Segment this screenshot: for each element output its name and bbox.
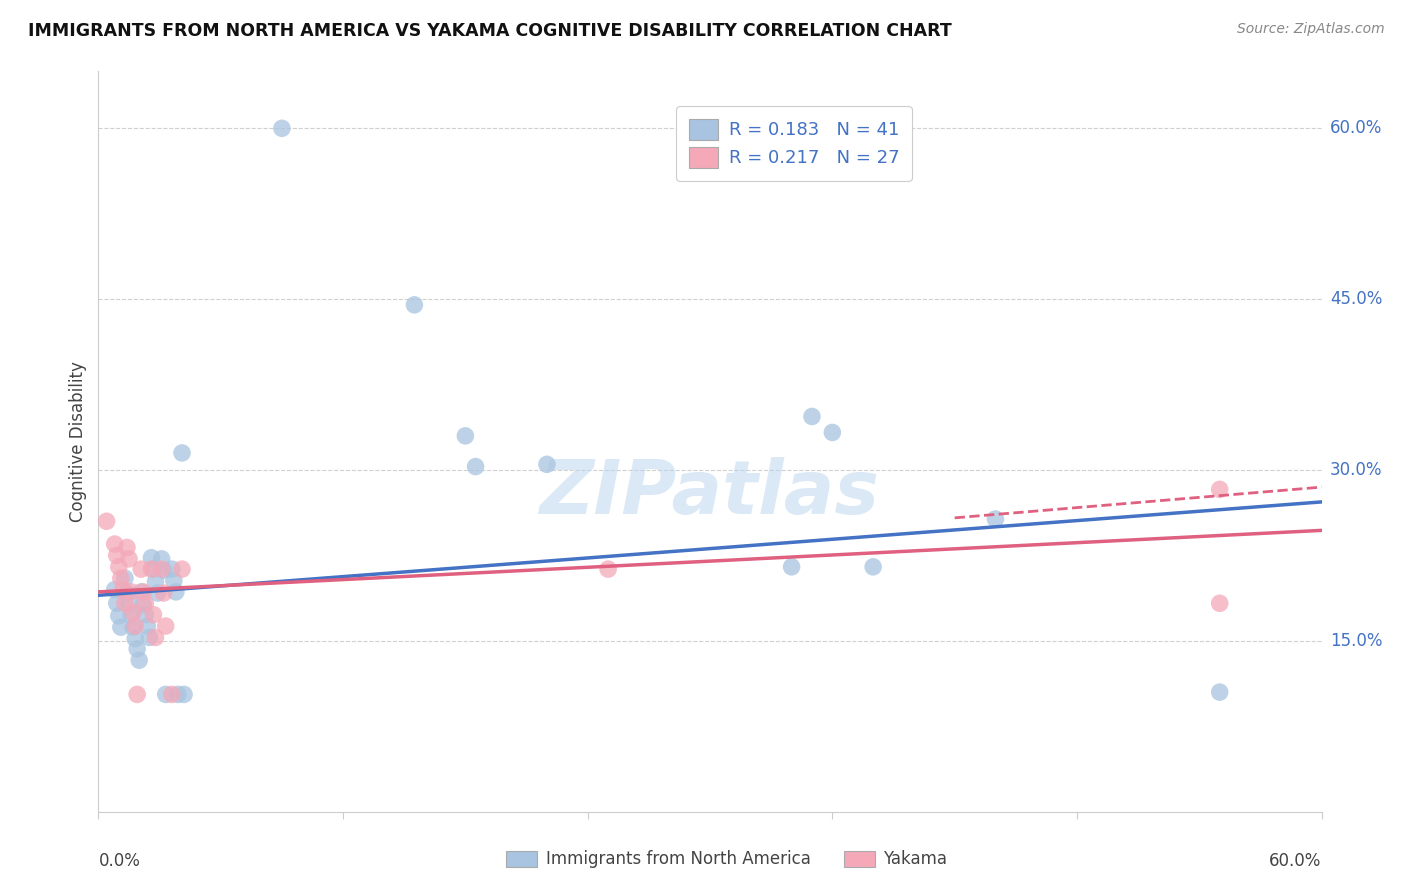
Point (129, 585, 152, 599)
Point (167, 687, 190, 701)
Point (118, 552, 141, 566)
Point (118, 596, 141, 610)
Point (114, 571, 136, 585)
Text: 60.0%: 60.0% (1270, 853, 1322, 871)
Point (96, 514, 118, 528)
Point (801, 409, 824, 424)
Point (127, 687, 149, 701)
Point (404, 298, 426, 312)
Point (108, 608, 131, 623)
Point (536, 458, 558, 472)
Text: 15.0%: 15.0% (1330, 632, 1382, 650)
Point (821, 425, 844, 440)
Point (145, 574, 167, 589)
Point (270, 121, 294, 136)
Point (115, 541, 138, 555)
Point (127, 641, 149, 656)
Point (120, 585, 142, 599)
Point (105, 549, 128, 563)
Point (170, 446, 193, 460)
Y-axis label: Cognitive Disability: Cognitive Disability (69, 361, 87, 522)
Point (155, 619, 177, 633)
Text: Immigrants from North America: Immigrants from North America (546, 850, 810, 868)
Text: 0.0%: 0.0% (98, 853, 141, 871)
Point (138, 631, 160, 645)
Point (780, 559, 803, 574)
Point (152, 563, 174, 577)
Point (129, 562, 152, 576)
Point (160, 562, 183, 576)
Point (122, 606, 145, 620)
Point (110, 620, 132, 634)
Point (454, 429, 477, 443)
Point (155, 687, 177, 701)
Point (110, 571, 132, 585)
Text: 30.0%: 30.0% (1330, 461, 1382, 479)
Point (163, 574, 186, 588)
Point (120, 607, 142, 622)
Point (142, 562, 165, 576)
Point (128, 653, 150, 667)
Point (145, 631, 167, 645)
Point (134, 607, 156, 622)
Point (134, 596, 156, 610)
Point (598, 562, 620, 576)
Point (141, 562, 163, 576)
Point (136, 619, 159, 633)
Point (104, 582, 127, 597)
Point (165, 585, 187, 599)
Text: IMMIGRANTS FROM NORTH AMERICA VS YAKAMA COGNITIVE DISABILITY CORRELATION CHART: IMMIGRANTS FROM NORTH AMERICA VS YAKAMA … (28, 22, 952, 40)
Point (152, 586, 174, 600)
Point (146, 586, 169, 600)
Point (105, 596, 128, 610)
Text: Yakama: Yakama (883, 850, 948, 868)
Point (150, 562, 173, 576)
Point (150, 552, 173, 566)
Point (1209, 685, 1232, 699)
Point (1209, 483, 1232, 497)
Text: Source: ZipAtlas.com: Source: ZipAtlas.com (1237, 22, 1385, 37)
Text: ZIPatlas: ZIPatlas (540, 457, 880, 530)
Point (124, 619, 146, 633)
Point (108, 559, 131, 574)
Point (114, 596, 136, 610)
Point (132, 585, 155, 599)
Point (115, 586, 138, 600)
Point (170, 562, 193, 576)
Point (122, 620, 145, 634)
Legend: R = 0.183   N = 41, R = 0.217   N = 27: R = 0.183 N = 41, R = 0.217 N = 27 (676, 106, 912, 180)
Point (124, 632, 146, 646)
Point (173, 687, 195, 701)
Point (104, 537, 127, 551)
Text: 45.0%: 45.0% (1330, 290, 1382, 308)
Point (160, 687, 183, 701)
Point (142, 607, 165, 622)
Point (1209, 596, 1232, 610)
Point (984, 512, 1007, 526)
Point (464, 459, 486, 474)
Point (111, 582, 134, 597)
Point (132, 598, 155, 612)
Point (141, 550, 163, 565)
Point (862, 559, 884, 574)
Text: 60.0%: 60.0% (1330, 120, 1382, 137)
